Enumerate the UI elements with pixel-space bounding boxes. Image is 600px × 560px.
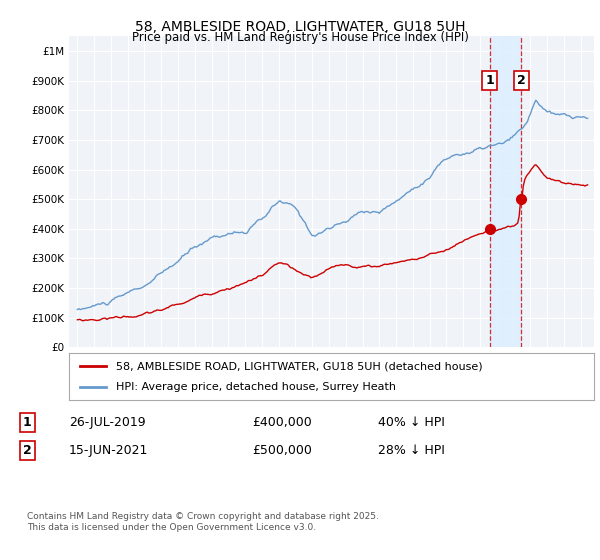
Text: 40% ↓ HPI: 40% ↓ HPI — [378, 416, 445, 430]
Text: 2: 2 — [517, 74, 526, 87]
Text: 58, AMBLESIDE ROAD, LIGHTWATER, GU18 5UH: 58, AMBLESIDE ROAD, LIGHTWATER, GU18 5UH — [135, 20, 465, 34]
Text: 28% ↓ HPI: 28% ↓ HPI — [378, 444, 445, 458]
Text: 1: 1 — [23, 416, 31, 430]
Text: £400,000: £400,000 — [252, 416, 312, 430]
Text: Price paid vs. HM Land Registry's House Price Index (HPI): Price paid vs. HM Land Registry's House … — [131, 31, 469, 44]
Bar — [490, 36, 521, 347]
Text: Contains HM Land Registry data © Crown copyright and database right 2025.
This d: Contains HM Land Registry data © Crown c… — [27, 512, 379, 532]
Text: 2: 2 — [23, 444, 31, 458]
Text: £500,000: £500,000 — [252, 444, 312, 458]
Text: HPI: Average price, detached house, Surrey Heath: HPI: Average price, detached house, Surr… — [116, 382, 396, 392]
Text: 1: 1 — [485, 74, 494, 87]
Text: 26-JUL-2019: 26-JUL-2019 — [69, 416, 146, 430]
Text: 58, AMBLESIDE ROAD, LIGHTWATER, GU18 5UH (detached house): 58, AMBLESIDE ROAD, LIGHTWATER, GU18 5UH… — [116, 361, 483, 371]
Text: 15-JUN-2021: 15-JUN-2021 — [69, 444, 148, 458]
